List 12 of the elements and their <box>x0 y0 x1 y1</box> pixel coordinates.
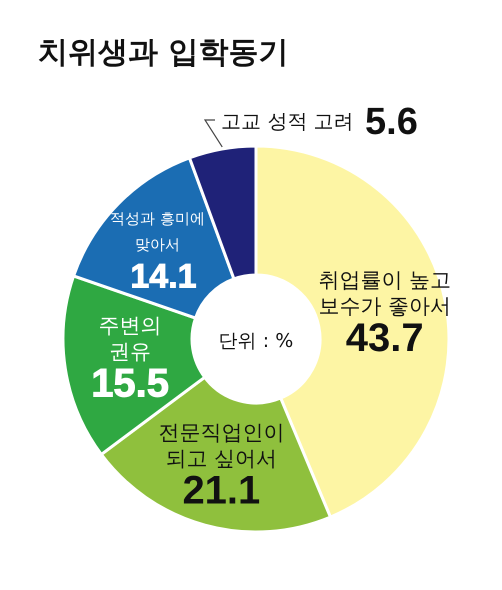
chart-title: 치위생과 입학동기 <box>38 35 288 70</box>
data-label: 21.1 <box>182 468 260 512</box>
slice-label: 주변의 권유 <box>98 313 162 364</box>
slice-label: 전문직업인이 되고 싶어서 <box>158 420 284 470</box>
data-label: 5.6 <box>365 101 418 143</box>
data-label: 15.5 <box>91 361 170 406</box>
text: 단위 : % <box>218 330 294 352</box>
data-label: 43.7 <box>346 316 424 360</box>
slice-label: 고교 성적 고려 <box>221 109 354 133</box>
slice-label: 적성과 흥미에 맞아서 <box>110 210 205 254</box>
slice-label: 취업률이 높고 보수가 좋아서 <box>318 268 452 318</box>
data-label: 14.1 <box>130 258 197 296</box>
